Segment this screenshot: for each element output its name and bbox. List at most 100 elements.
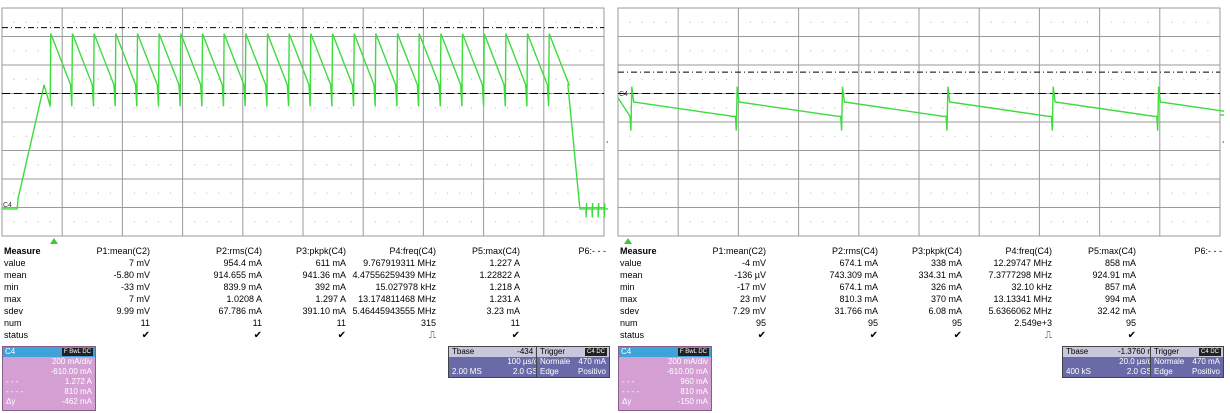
grid-dot	[990, 221, 992, 223]
grid-dot	[37, 135, 39, 137]
measure-row: mean -136 µV 743.309 mA 334.31 mA 7.3777298 …	[616, 270, 1224, 281]
grid-dot	[13, 135, 15, 137]
grid-dot	[641, 21, 643, 23]
grid-dot	[194, 192, 196, 194]
grid-dot	[254, 107, 256, 109]
measure-cell: 32.10 kHz	[1011, 282, 1052, 292]
trigger-box-left[interactable]: Trigger C4 DC Normale 470 mA Edge Positivo	[536, 346, 610, 378]
grid-dot	[206, 78, 208, 80]
grid-dot	[834, 78, 836, 80]
grid-dot	[725, 221, 727, 223]
grid-dot	[725, 78, 727, 80]
grid-dot	[169, 192, 172, 194]
channel-c4-box-right[interactable]: C4 F BwL DC 200 mA/div -610.00 mA - - - 96…	[618, 346, 712, 411]
grid-dot	[374, 221, 376, 223]
grid-dot	[591, 107, 593, 109]
grid-dot	[653, 135, 655, 137]
grid-dot	[725, 164, 727, 166]
grid-dot	[966, 221, 968, 223]
grid-dot	[785, 192, 788, 194]
grid-dot	[1002, 135, 1004, 137]
grid-dot	[49, 21, 51, 23]
grid-dot	[689, 221, 691, 223]
trigger-level-marker	[1222, 140, 1224, 144]
delta-y-value: -462 mA	[61, 397, 92, 406]
grid-dot	[1074, 78, 1077, 80]
measure-cell: 839.9 mA	[223, 282, 262, 292]
grid-dot	[470, 192, 473, 194]
grid-dot	[495, 221, 497, 223]
grid-dot	[882, 221, 884, 223]
measure-cell: 95	[951, 318, 962, 328]
grid-dot	[906, 21, 908, 23]
measure-row: sdev 7.29 mV 31.766 mA 6.08 mA 5.6366062 MHz…	[616, 306, 1224, 317]
grid-dot	[749, 192, 752, 194]
grid-dot	[810, 50, 812, 52]
measure-param-header: P4:freq(C4)	[1005, 246, 1052, 256]
grid-dot	[954, 107, 956, 109]
grid-dot	[1147, 135, 1149, 137]
grid-dot	[930, 107, 932, 109]
grid-dot	[1002, 192, 1004, 194]
grid-dot	[495, 192, 497, 194]
grid-dot	[773, 221, 776, 223]
grid-dot	[870, 50, 872, 52]
grid-dot	[810, 107, 812, 109]
grid-dot	[254, 221, 256, 223]
trigger-flags: C4 DC	[584, 348, 607, 356]
grid-dot	[230, 164, 232, 166]
grid-dot	[1123, 221, 1125, 223]
grid-dot	[350, 221, 352, 223]
trigger-slope: Positivo	[577, 367, 606, 376]
grid-dot	[169, 164, 172, 166]
waveform-trace-c4	[617, 86, 1224, 131]
channel-c4-box-left[interactable]: C4 F BwL DC 200 mA/div -610.00 mA - - - 1.…	[2, 346, 96, 411]
channel-flags: F BwL DC	[61, 348, 93, 356]
measure-cell: ⎍	[429, 330, 436, 341]
measure-cell: 3.23 mA	[486, 306, 520, 316]
grid-dot	[1171, 135, 1173, 137]
grid-dot	[470, 221, 473, 223]
grid-dot	[1002, 78, 1004, 80]
grid-dot	[1135, 50, 1137, 52]
grid-dot	[1026, 50, 1028, 52]
grid-dot	[495, 21, 497, 23]
grid-dot	[1086, 164, 1089, 166]
grid-dot	[701, 192, 703, 194]
grid-dot	[85, 50, 87, 52]
grid-dot	[1207, 192, 1209, 194]
grid-dot	[73, 50, 75, 52]
grid-dot	[109, 221, 111, 223]
grid-dot	[689, 135, 691, 137]
measure-cell: 1.297 A	[315, 294, 346, 304]
grid-dot	[555, 107, 557, 109]
grid-dot	[1062, 21, 1065, 23]
measure-cell: 370 mA	[930, 294, 962, 304]
grid-dot	[458, 135, 461, 137]
grid-dot	[254, 135, 256, 137]
grid-dot	[870, 192, 872, 194]
grid-dot	[966, 107, 968, 109]
measure-cell: 9.99 mV	[116, 306, 150, 316]
grid-dot	[1111, 221, 1113, 223]
grid-dot	[1062, 107, 1065, 109]
grid-dot	[446, 221, 449, 223]
grid-dot	[386, 78, 388, 80]
timebase-box-right[interactable]: Tbase -1.3760 ms 20.0 µs/div 400 kS 2.0 GS…	[1062, 346, 1162, 378]
grid-dot	[846, 135, 848, 137]
timebase-box-left[interactable]: Tbase -434 µs 100 µs/div 2.00 MS 2.0 GS/s	[448, 346, 548, 378]
grid-dot	[133, 135, 136, 137]
grid-dot	[278, 192, 280, 194]
grid-dot	[458, 50, 461, 52]
grid-dot	[894, 107, 896, 109]
grid-dot	[145, 21, 148, 23]
grid-dot	[1135, 164, 1137, 166]
grid-dot	[169, 21, 172, 23]
grid-dot	[689, 192, 691, 194]
grid-dot	[326, 21, 328, 23]
grid-dot	[1171, 21, 1173, 23]
grid-dot	[495, 50, 497, 52]
measure-row-label: mean	[620, 270, 643, 280]
measure-cell: 810.3 mA	[839, 294, 878, 304]
trigger-box-right[interactable]: Trigger C4 DC Normale 470 mA Edge Positivo	[1150, 346, 1224, 378]
